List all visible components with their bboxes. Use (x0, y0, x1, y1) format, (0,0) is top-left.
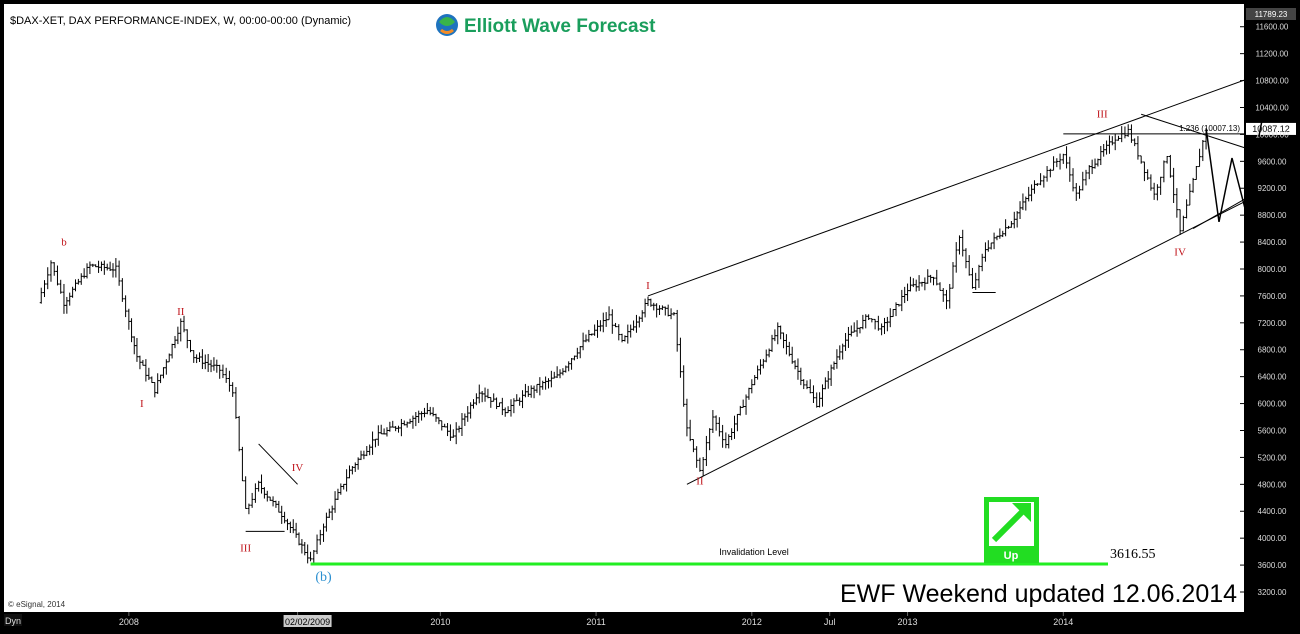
arrow-up-right-icon (991, 505, 1029, 543)
brand-logo (436, 14, 458, 36)
y-axis: 3200.00 3600.00 4000.00 4400.00 4800.00 5200.… (1240, 8, 1296, 597)
lower-channel (686, 194, 1259, 485)
x-axis: 2008 02/02/2009 2010 2011 2012 Jul 2013 2014 (119, 612, 1073, 627)
x-tick-label: 2008 (119, 617, 139, 627)
y-tick-label: 8400.00 (1258, 238, 1287, 247)
x-tick-label: Jul (824, 617, 836, 627)
y-tick-label: 10800.00 (1255, 77, 1289, 86)
x-tick-label: 02/02/2009 (285, 617, 330, 627)
wave-label: IV (1174, 247, 1186, 259)
wave-label: b (61, 236, 67, 248)
symbol-title: $DAX-XET, DAX PERFORMANCE-INDEX, W, 00:0… (10, 15, 351, 27)
dyn-label: Dyn (5, 616, 21, 626)
invalidation-label: Invalidation Level (719, 547, 789, 557)
logo-swoosh-icon (440, 28, 454, 34)
invalidation-value: 3616.55 (1110, 547, 1156, 562)
up-badge: Up (984, 497, 1039, 563)
dyn-box[interactable] (4, 614, 22, 626)
y-tick-label: 6800.00 (1258, 346, 1287, 355)
plot-area (4, 4, 1244, 612)
x-cursor-box (283, 615, 332, 627)
current-price-box (1246, 122, 1296, 135)
wave-label: III (1097, 109, 1108, 121)
update-text: EWF Weekend updated 12.06.2014 (840, 580, 1237, 608)
fib-label: 1.236 (10007.13) (1179, 124, 1240, 133)
y-tick-label: 4800.00 (1258, 480, 1287, 489)
y-tick-label: 10400.00 (1255, 103, 1289, 112)
wave-iv-2008-upper (258, 443, 298, 485)
x-tick-label: 2010 (430, 617, 450, 627)
fib-level-group: 1.236 (10007.13) 10087.12 (1063, 122, 1296, 135)
y-tick-label: 6400.00 (1258, 373, 1287, 382)
y-top-box (1246, 8, 1296, 20)
x-tick-label: 2012 (742, 617, 762, 627)
y-tick-label: 11600.00 (1256, 23, 1289, 32)
x-tick-label: 2011 (586, 617, 605, 627)
y-tick-label: 9200.00 (1258, 184, 1287, 193)
y-tick-label: 4000.00 (1258, 534, 1287, 543)
projection-path (1205, 73, 1272, 223)
y-tick-label: 5200.00 (1258, 453, 1287, 462)
arrow-head-icon (1012, 503, 1031, 522)
wave-label: IV (292, 462, 304, 474)
y-tick-label: 9600.00 (1258, 157, 1287, 166)
y-tick-label: 3200.00 (1258, 588, 1287, 597)
y-top-label: 11789.23 (1255, 10, 1288, 19)
invalidation-group: Invalidation Level 3616.55 (310, 547, 1156, 566)
current-price-label: 10087.12 (1252, 124, 1290, 134)
y-tick-label: 11200.00 (1256, 50, 1289, 59)
badge-label: Up (1004, 550, 1019, 562)
y-tick-label: 7200.00 (1258, 319, 1287, 328)
y-tick-label: 8000.00 (1258, 265, 1287, 274)
wave-label: I (140, 398, 144, 410)
upper-channel (647, 70, 1272, 297)
y-tick-label: 8800.00 (1258, 211, 1287, 220)
x-tick-label: 2014 (1053, 617, 1073, 627)
copyright-text: © eSignal, 2014 (8, 600, 66, 609)
wave-label: I (646, 280, 650, 292)
brand-name: Elliott Wave Forecast (464, 16, 656, 37)
y-tick-label: 5600.00 (1258, 426, 1287, 435)
y-tick-label: 6000.00 (1258, 400, 1287, 409)
projection-path-group (1205, 73, 1272, 223)
wave-label: (b) (315, 570, 332, 585)
logo-leaf-icon (439, 17, 455, 26)
y-tick-label: 10000.00 (1255, 130, 1289, 139)
y-tick-label: 7600.00 (1258, 292, 1287, 301)
y-tick-label: 3600.00 (1258, 561, 1287, 570)
wave-label: II (177, 306, 185, 318)
ohlc-bars (39, 124, 1208, 566)
iv-upper-trend (1141, 113, 1246, 149)
x-tick-label: 2013 (898, 617, 918, 627)
channel-lines (245, 70, 1272, 532)
wave-label: II (696, 475, 704, 487)
wave-label: III (240, 543, 251, 555)
y-tick-label: 4400.00 (1258, 507, 1287, 516)
